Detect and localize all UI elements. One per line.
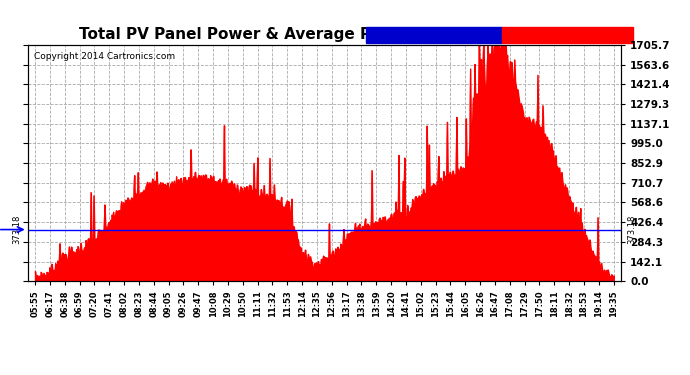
Text: PV Panels  (DC Watts): PV Panels (DC Watts) [512, 31, 624, 40]
Bar [366, 27, 502, 43]
Text: Copyright 2014 Cartronics.com: Copyright 2014 Cartronics.com [34, 52, 175, 61]
Text: 373.18: 373.18 [12, 215, 21, 244]
Text: 373.18: 373.18 [627, 215, 636, 244]
Text: Average  (DC Watts): Average (DC Watts) [382, 31, 486, 40]
Bar [502, 27, 633, 43]
Title: Total PV Panel Power & Average Power Thu Aug 21 19:42: Total PV Panel Power & Average Power Thu… [79, 27, 570, 42]
